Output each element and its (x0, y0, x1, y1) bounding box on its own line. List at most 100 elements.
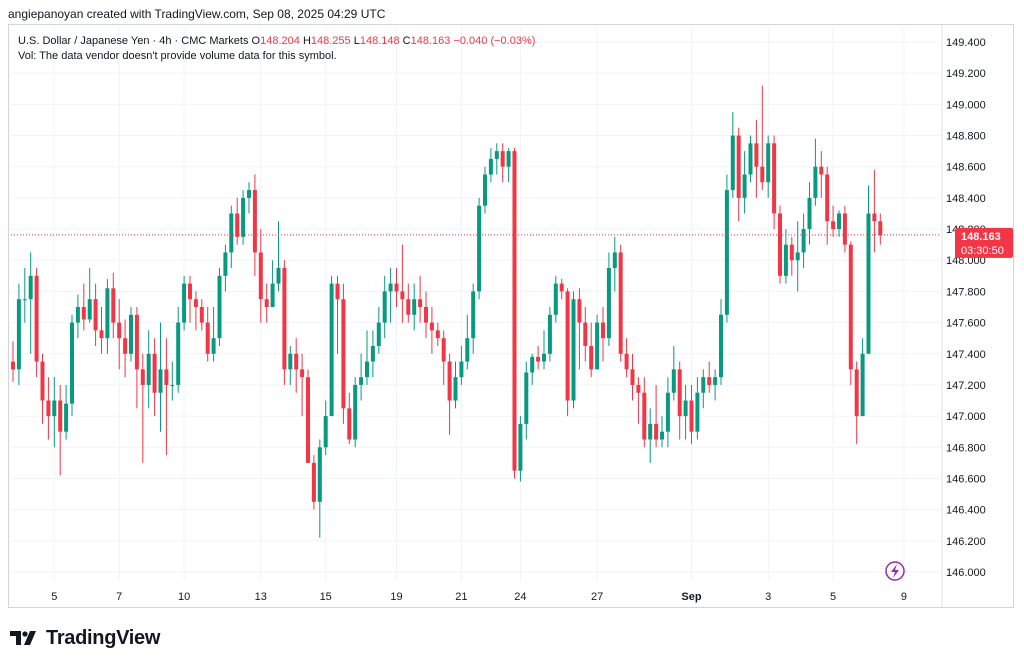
legend-close: C148.163 (402, 35, 451, 47)
candlestick-chart[interactable]: 146.000 146.200 146.400 146.600 146.800 147.0… (9, 25, 1013, 607)
candle-body (170, 384, 175, 386)
candle-body (335, 283, 340, 300)
candle-body (660, 431, 664, 440)
candle (825, 166, 830, 245)
candle (311, 455, 316, 510)
candle-body (341, 299, 346, 409)
candle-body (807, 197, 812, 230)
candle-body (483, 174, 487, 206)
candle-body (872, 213, 877, 222)
candle-body (134, 314, 139, 370)
candle (152, 338, 157, 417)
candle (878, 213, 883, 245)
candle (418, 275, 423, 323)
candle (241, 190, 246, 245)
y-tick-label: 148.400 (946, 193, 986, 205)
candle-body (683, 400, 688, 417)
candle-body (353, 384, 358, 440)
candle-body (258, 252, 263, 300)
candle-body (860, 353, 865, 417)
x-tick-label: 21 (455, 591, 467, 603)
candle (477, 197, 482, 300)
candle-body (164, 369, 169, 385)
lightning-icon[interactable] (885, 561, 905, 581)
x-tick-label: 7 (116, 591, 122, 603)
candle-body (223, 252, 228, 276)
candle (105, 278, 110, 354)
candle (813, 138, 818, 206)
candle (258, 229, 263, 323)
last-price-tag: 148.163 03:30:50 (955, 227, 1013, 258)
candle-body (176, 322, 181, 385)
candle-body (778, 213, 782, 276)
candle-body (58, 400, 63, 432)
candle-body (34, 275, 39, 362)
candle-body (406, 299, 411, 315)
candle (170, 361, 175, 401)
candle-body (518, 423, 523, 471)
candle-body (547, 314, 552, 354)
candle-body (235, 213, 240, 237)
candle (58, 384, 63, 476)
y-tick-label: 147.800 (946, 286, 986, 298)
candle (129, 307, 133, 362)
candle-body (465, 338, 470, 362)
candle (329, 275, 334, 417)
candle (46, 377, 51, 440)
candle (530, 353, 535, 385)
candle (164, 338, 169, 456)
candle (536, 345, 541, 370)
candle-body (636, 384, 641, 393)
time-axis[interactable]: 5 7 10 13 15 19 21 24 27 Sep 3 5 9 (51, 591, 907, 603)
candle-body (323, 416, 328, 448)
candle (583, 307, 588, 362)
candle (276, 221, 281, 292)
candle-body (306, 377, 310, 463)
candle (247, 182, 251, 214)
candle-body (713, 377, 718, 385)
symbol-title[interactable]: U.S. Dollar / Japanese Yen · 4h · CMC Ma… (18, 35, 249, 47)
candle (577, 288, 582, 370)
candle-body (595, 322, 600, 370)
candle-body (719, 314, 723, 378)
y-tick-label: 147.600 (946, 318, 986, 330)
candle-body (117, 322, 122, 339)
candle-body (229, 213, 234, 253)
brand[interactable]: TradingView (10, 625, 160, 651)
candle-body (241, 197, 246, 237)
candle (654, 384, 659, 448)
candle (294, 338, 299, 393)
candle (400, 244, 405, 323)
candle (719, 299, 723, 385)
candle-body (842, 213, 847, 245)
price-axis[interactable]: 146.000 146.200 146.400 146.600 146.800 147.0… (941, 25, 986, 607)
brand-name: TradingView (46, 626, 161, 649)
candle (117, 299, 122, 370)
candle (754, 119, 759, 198)
candle-body (193, 299, 198, 307)
chart-frame[interactable]: 146.000 146.200 146.400 146.600 146.800 147.0… (8, 24, 1014, 608)
candle (199, 299, 204, 331)
candle (223, 244, 228, 292)
candle-body (22, 299, 27, 301)
candle (217, 268, 222, 346)
candle (494, 143, 499, 175)
candle (542, 330, 546, 370)
candle (134, 307, 139, 409)
candle-body (783, 244, 788, 276)
candle (471, 283, 476, 354)
candle-body (388, 283, 393, 292)
legend-open: O148.204 (251, 35, 300, 47)
candle (713, 369, 718, 401)
candle (300, 353, 305, 417)
candle-body (400, 291, 405, 300)
y-tick-label: 146.000 (946, 567, 986, 579)
candle (453, 361, 458, 409)
candle (724, 174, 729, 323)
y-tick-label: 146.400 (946, 505, 986, 517)
candle-body (506, 151, 511, 167)
y-tick-label: 149.000 (946, 99, 986, 111)
candle (648, 408, 653, 463)
candle (488, 148, 493, 183)
candle (282, 260, 287, 385)
